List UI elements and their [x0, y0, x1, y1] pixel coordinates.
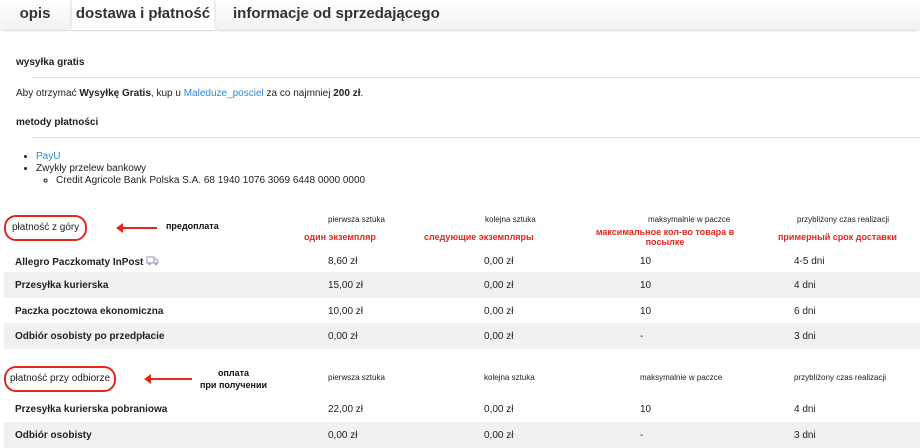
delivery-time: 4 dni — [794, 280, 816, 291]
free-shipping-heading: wysyłka gratis — [16, 57, 85, 68]
col-header-first: pierwsza sztuka — [328, 373, 385, 382]
table-row: Odbiór osobisty po przedpłacie 0,00 zł 0,0… — [4, 323, 920, 349]
max-qty: - — [640, 430, 644, 441]
first-price: 0,00 zł — [328, 331, 358, 342]
max-qty: 10 — [640, 404, 652, 415]
shipping-name: Przesyłka kurierska pobraniowa — [15, 404, 168, 415]
payu-link[interactable]: PayU — [36, 151, 61, 162]
next-price: 0,00 zł — [484, 430, 514, 441]
delivery-time: 4 dni — [794, 404, 816, 415]
bank-transfer: Zwykły przelew bankowy — [36, 163, 147, 174]
shipping-name: Paczka pocztowa ekonomiczna — [15, 306, 164, 317]
cod-annotation: оплата при получении — [200, 368, 268, 390]
delivery-time: 3 dni — [794, 430, 816, 441]
first-price: 10,00 zł — [328, 306, 364, 317]
divider — [32, 77, 920, 78]
prepaid-annotation: предоплата — [166, 221, 219, 231]
max-qty: 10 — [640, 280, 652, 291]
shipping-name: Allegro Paczkomaty InPost — [15, 257, 144, 268]
annotation-first: один экземпляр — [304, 232, 376, 242]
next-price: 0,00 zł — [484, 256, 514, 267]
tab-opis[interactable]: opis — [0, 0, 70, 30]
shipping-name: Odbiór osobisty po przedpłacie — [15, 331, 165, 342]
first-price: 8,60 zł — [328, 256, 358, 267]
col-header-first: pierwsza sztuka — [328, 215, 385, 224]
first-price: 15,00 zł — [328, 280, 364, 291]
divider — [32, 137, 920, 138]
col-header-next: kolejna sztuka — [484, 373, 535, 382]
bank-account: Credit Agricole Bank Polska S.A. 68 1940… — [56, 175, 365, 187]
first-price: 22,00 zł — [328, 404, 364, 415]
delivery-time: 6 dni — [794, 306, 816, 317]
next-price: 0,00 zł — [484, 404, 514, 415]
annotation-time: примерный срок доставки — [778, 232, 897, 242]
table-row: Przesyłka kurierska pobraniowa 22,00 zł 0,… — [4, 396, 920, 422]
delivery-time: 3 dni — [794, 331, 816, 342]
tab-dostawa[interactable]: dostawa i płatność — [72, 0, 214, 30]
prepaid-title: płatność z góry — [4, 215, 88, 241]
free-shipping-text: Aby otrzymać Wysyłkę Gratis, kup u Maled… — [16, 88, 364, 99]
col-header-max: maksymalnie w paczce — [648, 215, 731, 224]
annotation-max: максимальное кол-во товара в посылке — [595, 227, 735, 247]
shipping-name: Przesyłka kurierska — [15, 280, 109, 291]
seller-link[interactable]: Maleduze_posciel — [183, 88, 264, 99]
shipping-name: Odbiór osobisty — [15, 430, 92, 441]
table-row: Odbiór osobisty 0,00 zł 0,00 zł - 3 dni — [4, 422, 920, 448]
col-header-next: kolejna sztuka — [485, 215, 536, 224]
max-qty: 10 — [640, 306, 652, 317]
payment-methods-heading: metody płatności — [16, 117, 99, 128]
annotation-next: следующие экземпляры — [424, 232, 534, 242]
col-header-max: maksymalnie w paczce — [640, 373, 723, 382]
table-row: Allegro Paczkomaty InPost 8,60 zł 0,00 zł… — [4, 248, 920, 274]
first-price: 0,00 zł — [328, 430, 358, 441]
next-price: 0,00 zł — [484, 280, 514, 291]
arrow-annotation — [116, 223, 157, 233]
delivery-time: 4-5 dni — [794, 256, 825, 267]
truck-icon — [146, 256, 159, 266]
max-qty: 10 — [640, 256, 652, 267]
tab-bar: opis dostawa i płatność informacje od sp… — [0, 0, 920, 31]
next-price: 0,00 zł — [484, 306, 514, 317]
arrow-annotation — [144, 374, 192, 384]
cod-title: płatność przy odbiorze — [4, 366, 117, 392]
payment-methods-list: PayU Zwykły przelew bankowy Credit Agric… — [16, 151, 365, 187]
next-price: 0,00 zł — [484, 331, 514, 342]
col-header-time: przybliżony czas realizacji — [797, 215, 890, 224]
col-header-time: przybliżony czas realizacji — [794, 373, 887, 382]
table-row: Przesyłka kurierska 15,00 zł 0,00 zł 10 4 dn… — [4, 272, 920, 298]
max-qty: - — [640, 331, 644, 342]
table-row: Paczka pocztowa ekonomiczna 10,00 zł 0,00 … — [4, 298, 920, 324]
tab-seller-info[interactable]: informacje od sprzedającego — [216, 0, 920, 30]
